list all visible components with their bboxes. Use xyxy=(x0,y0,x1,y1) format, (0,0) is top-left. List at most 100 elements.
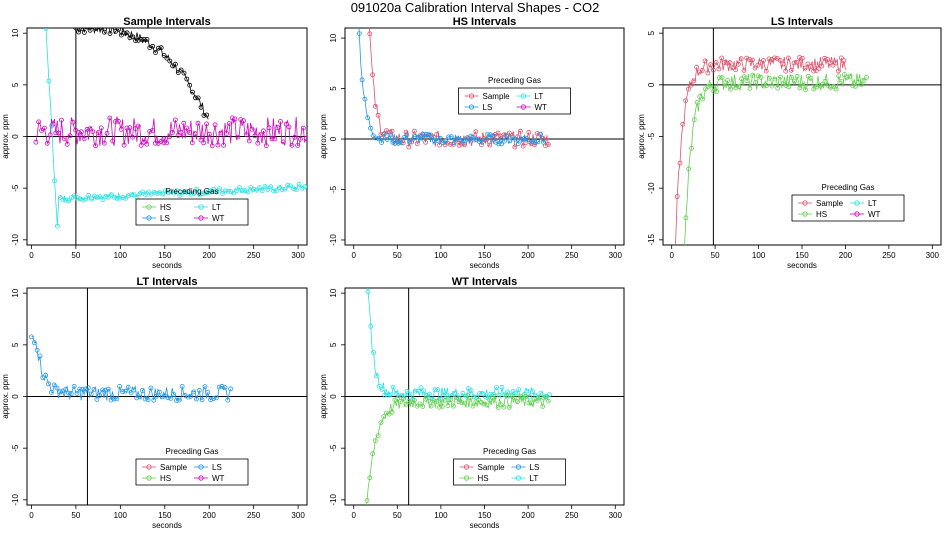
data-point xyxy=(518,136,524,142)
data-point xyxy=(411,397,417,403)
data-point xyxy=(372,438,378,444)
data-point xyxy=(91,28,95,29)
data-point xyxy=(90,129,96,135)
data-point xyxy=(435,387,441,393)
data-point xyxy=(79,28,84,31)
data-point xyxy=(74,391,80,396)
data-point xyxy=(691,78,697,84)
data-point xyxy=(258,132,264,138)
data-point xyxy=(452,390,457,396)
data-point xyxy=(296,181,302,187)
data-point xyxy=(761,58,766,63)
data-point xyxy=(70,119,76,125)
x-tick-label: 50 xyxy=(71,251,80,260)
data-point xyxy=(100,197,106,202)
data-point xyxy=(180,190,186,196)
data-point xyxy=(219,190,225,196)
legend-label: Sample xyxy=(478,463,506,472)
data-point xyxy=(132,126,138,132)
data-point xyxy=(411,128,417,134)
legend-label: LS xyxy=(160,214,170,223)
data-point xyxy=(473,129,479,135)
data-point xyxy=(212,122,218,128)
data-point xyxy=(460,139,465,145)
data-point xyxy=(147,128,153,134)
data-point xyxy=(362,96,368,102)
data-point xyxy=(76,129,81,135)
data-point xyxy=(245,189,251,195)
data-point xyxy=(96,28,101,30)
data-point xyxy=(498,402,504,408)
data-point xyxy=(674,194,680,199)
data-point xyxy=(74,195,80,201)
data-point xyxy=(426,391,432,397)
data-point xyxy=(255,140,261,146)
data-point xyxy=(367,31,373,37)
x-tick-label: 0 xyxy=(351,251,356,260)
y-tick-label: -10 xyxy=(329,494,338,506)
data-point xyxy=(415,134,421,140)
data-point xyxy=(482,394,488,400)
data-point xyxy=(87,126,93,132)
data-point xyxy=(532,140,538,146)
data-point xyxy=(686,86,691,92)
data-point xyxy=(51,382,57,388)
data-point xyxy=(448,134,454,140)
data-point xyxy=(766,75,772,81)
x-tick-label: 0 xyxy=(351,511,356,520)
data-point xyxy=(225,397,231,403)
data-point xyxy=(496,141,502,147)
y-tick-label: 5 xyxy=(329,86,338,91)
data-point xyxy=(155,45,161,51)
data-point xyxy=(161,53,167,58)
data-point xyxy=(471,137,477,143)
panel-title: LT Intervals xyxy=(137,276,198,288)
data-point xyxy=(80,197,86,203)
data-point xyxy=(42,125,47,131)
data-point xyxy=(231,190,237,196)
data-point xyxy=(802,65,808,71)
data-point xyxy=(101,140,107,146)
data-point xyxy=(407,391,413,397)
data-point xyxy=(131,387,137,393)
data-point xyxy=(172,117,178,123)
legend-title: Preceding Gas xyxy=(483,447,536,456)
data-point xyxy=(222,384,228,390)
data-point xyxy=(73,28,79,31)
data-point xyxy=(271,188,277,194)
data-point xyxy=(85,28,90,30)
data-point xyxy=(805,61,811,67)
data-point xyxy=(448,397,454,403)
y-tick-label: 10 xyxy=(329,33,338,42)
data-point xyxy=(512,144,518,150)
data-point xyxy=(121,30,127,36)
data-point xyxy=(467,395,473,401)
data-point xyxy=(401,393,407,399)
data-point xyxy=(224,130,229,136)
y-tick-label: 5 xyxy=(647,30,656,35)
data-point xyxy=(513,136,518,142)
data-point xyxy=(191,190,197,196)
x-tick-label: 0 xyxy=(29,511,34,520)
data-point xyxy=(482,137,488,143)
data-point xyxy=(198,137,204,143)
data-point xyxy=(88,391,94,397)
data-point xyxy=(192,131,198,137)
data-point xyxy=(736,84,742,90)
data-point xyxy=(94,194,100,200)
data-point xyxy=(518,128,523,134)
data-point xyxy=(97,393,103,398)
data-point xyxy=(838,55,844,61)
data-point xyxy=(56,130,61,136)
data-point xyxy=(302,184,307,190)
data-point xyxy=(485,132,491,138)
legend-box xyxy=(135,198,249,226)
y-tick-label: 5 xyxy=(11,342,20,347)
data-point xyxy=(150,128,155,133)
data-point xyxy=(206,131,212,137)
data-point xyxy=(165,189,171,195)
data-point xyxy=(59,117,64,123)
data-point xyxy=(855,79,861,85)
legend-label: LS xyxy=(212,463,222,472)
data-point xyxy=(670,369,674,373)
